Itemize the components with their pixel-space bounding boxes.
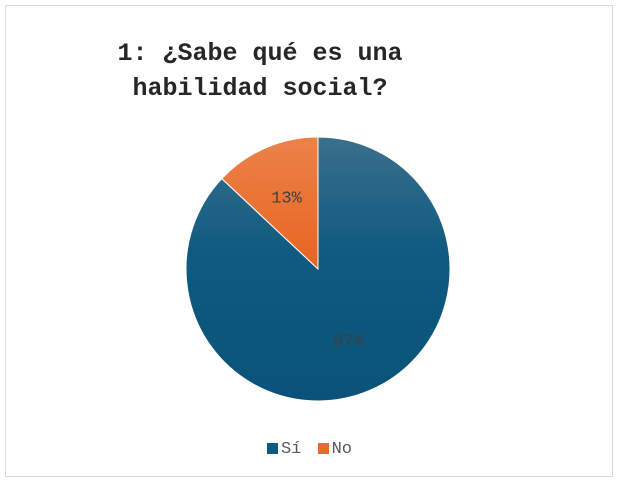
data-label-no: 13% xyxy=(271,189,302,208)
pie-slices xyxy=(185,136,451,402)
legend-item-si: Sí xyxy=(266,440,302,459)
data-label-si: 87% xyxy=(333,332,364,351)
legend-swatch-no xyxy=(317,443,329,454)
pie-data-labels: 87% 13% xyxy=(271,189,364,351)
chart-title: 1: ¿Sabe qué es una habilidad social? xyxy=(60,36,460,106)
legend-label-si: Sí xyxy=(280,440,302,459)
legend-swatch-si xyxy=(266,443,278,454)
chart-title-line-1: 1: ¿Sabe qué es una xyxy=(117,39,403,68)
chart-legend: Sí No xyxy=(0,440,619,459)
legend-label-no: No xyxy=(331,440,352,459)
legend-item-no: No xyxy=(317,440,352,459)
pie-slice-no xyxy=(221,136,319,271)
chart-title-line-2: habilidad social? xyxy=(132,74,388,103)
